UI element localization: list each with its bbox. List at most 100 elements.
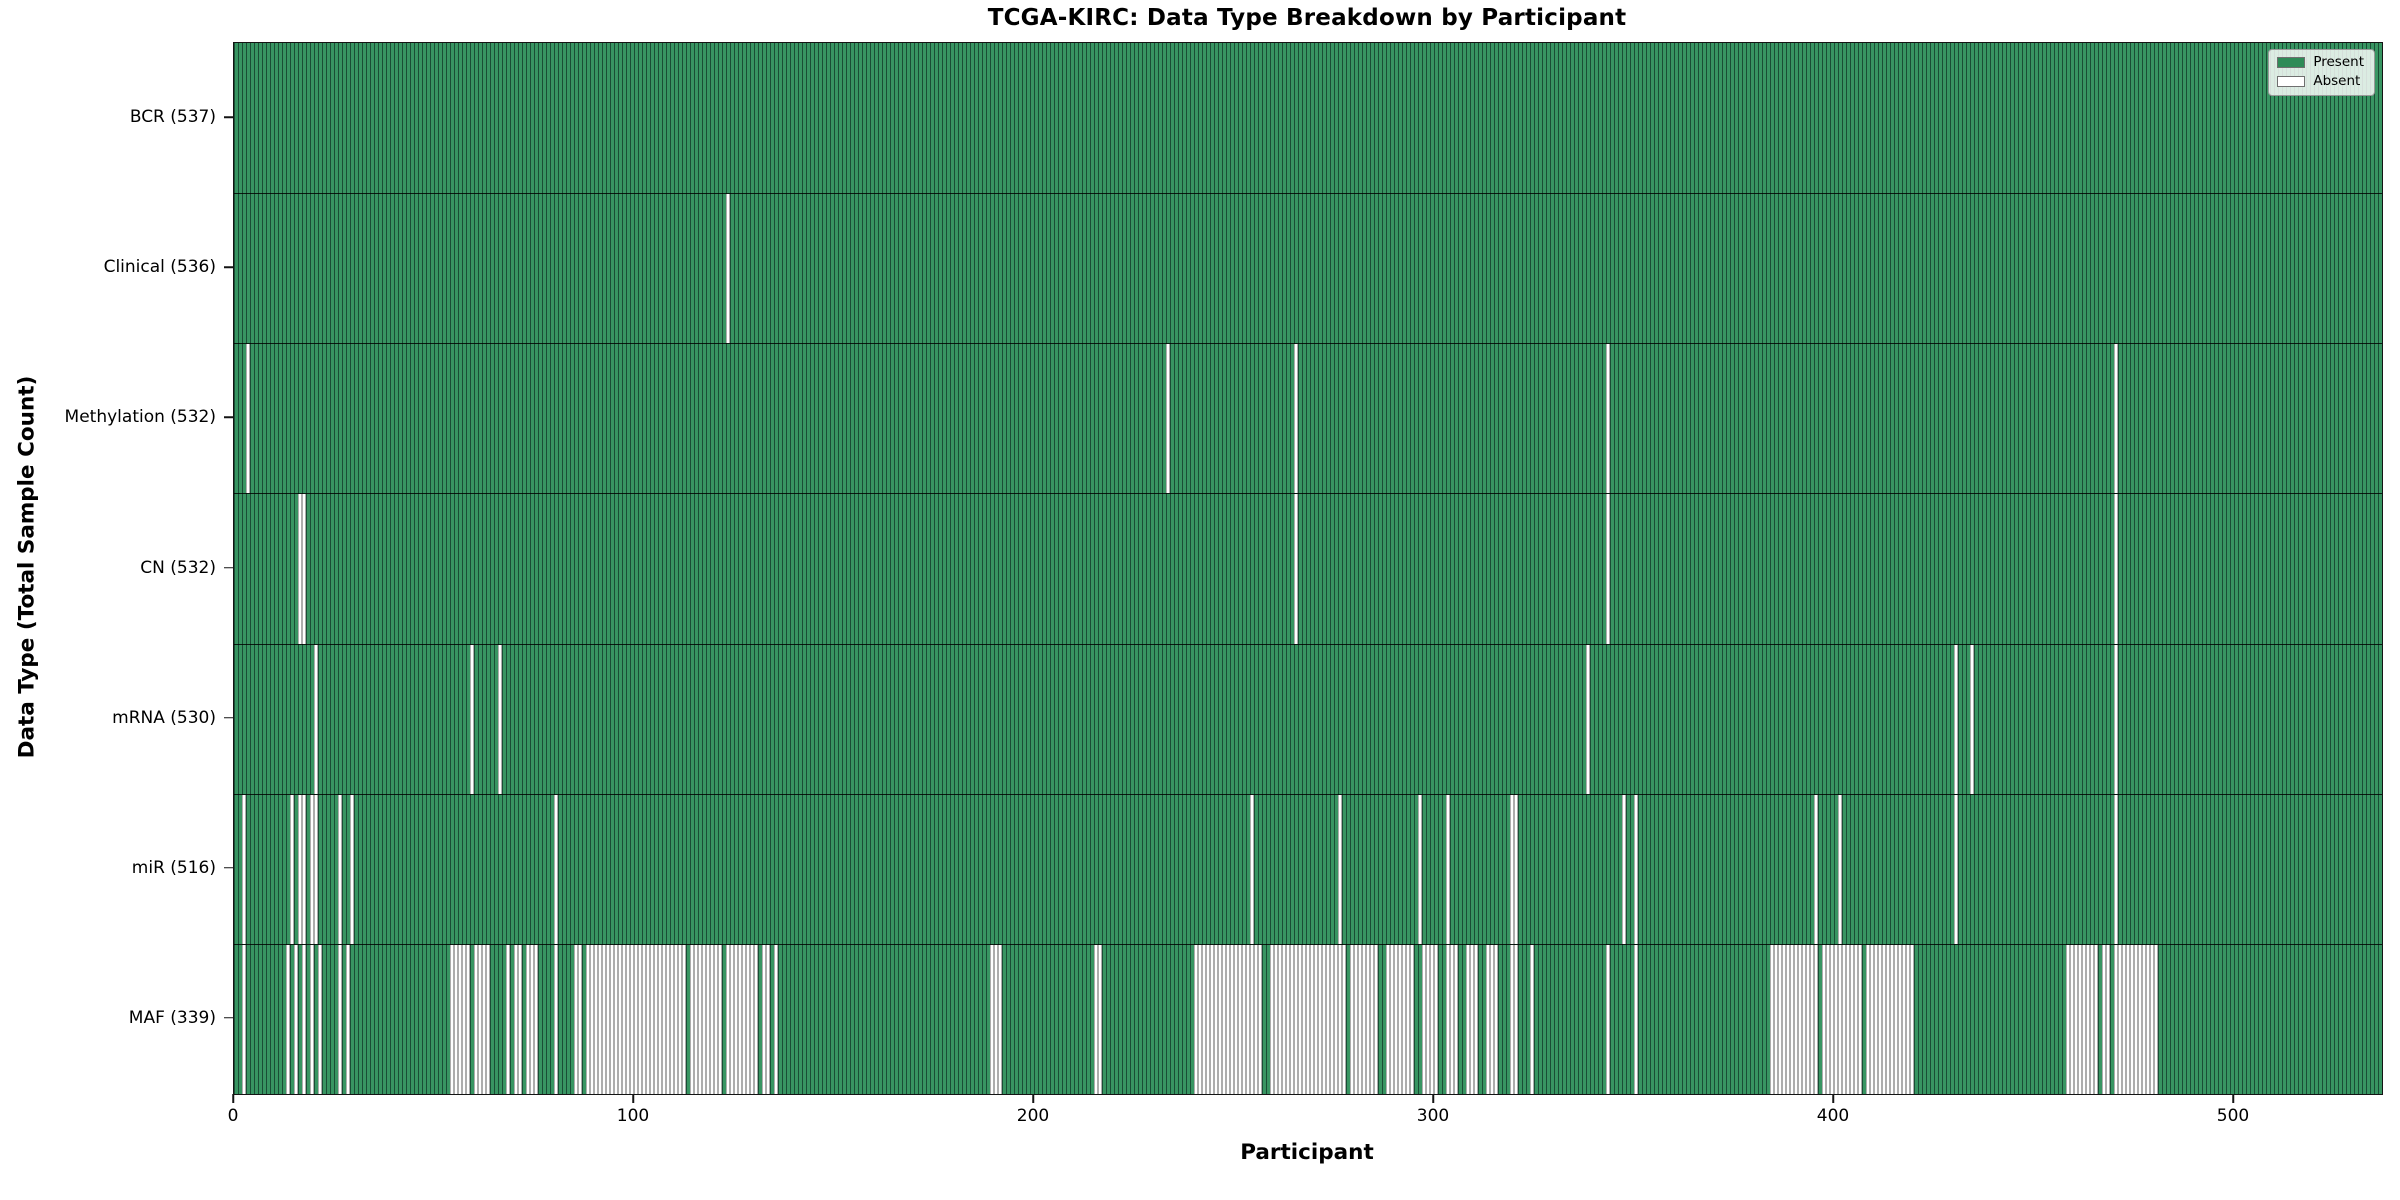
absent-bar bbox=[1274, 944, 1278, 1094]
y-tick-label: BCR (537) bbox=[129, 107, 216, 128]
legend: Present Absent bbox=[2268, 49, 2375, 96]
absent-bar bbox=[498, 644, 502, 794]
absent-bar bbox=[318, 944, 322, 1094]
absent-bar bbox=[1206, 944, 1210, 1094]
absent-bar bbox=[1426, 944, 1430, 1094]
absent-bar bbox=[726, 944, 730, 1094]
absent-bar bbox=[1494, 944, 1498, 1094]
absent-bar bbox=[1298, 944, 1302, 1094]
absent-bar bbox=[286, 944, 290, 1094]
absent-bar bbox=[654, 944, 658, 1094]
absent-bar bbox=[726, 194, 730, 344]
legend-item-present: Present bbox=[2277, 54, 2364, 70]
absent-bar bbox=[530, 944, 534, 1094]
absent-bar bbox=[1606, 344, 1610, 494]
absent-bar bbox=[1870, 944, 1874, 1094]
absent-bar bbox=[1910, 944, 1914, 1094]
absent-bar bbox=[1286, 944, 1290, 1094]
absent-bar bbox=[474, 944, 478, 1094]
absent-bar bbox=[1466, 944, 1470, 1094]
absent-bar bbox=[1402, 944, 1406, 1094]
absent-bar bbox=[1622, 794, 1626, 944]
absent-bar bbox=[1410, 944, 1414, 1094]
absent-bar bbox=[1774, 944, 1778, 1094]
y-tick-mark bbox=[224, 566, 233, 569]
absent-bar bbox=[1902, 944, 1906, 1094]
absent-bar bbox=[2082, 944, 2086, 1094]
absent-bar bbox=[614, 944, 618, 1094]
absent-bar bbox=[1454, 944, 1458, 1094]
absent-bar bbox=[2066, 944, 2070, 1094]
absent-bar bbox=[994, 944, 998, 1094]
absent-bar bbox=[2130, 944, 2134, 1094]
absent-bar bbox=[1874, 944, 1878, 1094]
absent-bar bbox=[774, 944, 778, 1094]
absent-bar bbox=[1790, 944, 1794, 1094]
absent-bar bbox=[1514, 944, 1518, 1094]
absent-bar bbox=[730, 944, 734, 1094]
absent-bar bbox=[554, 794, 558, 944]
absent-bar bbox=[1326, 944, 1330, 1094]
x-tick-mark bbox=[232, 1094, 234, 1103]
y-tick-mark bbox=[224, 1017, 233, 1019]
absent-bar bbox=[1830, 944, 1834, 1094]
y-tick-mark bbox=[224, 716, 233, 719]
absent-bar bbox=[1446, 944, 1450, 1094]
absent-bar bbox=[2138, 944, 2142, 1094]
x-tick-label: 0 bbox=[227, 1106, 239, 1126]
y-tick-mark bbox=[224, 867, 233, 869]
absent-bar bbox=[2134, 944, 2138, 1094]
absent-bar bbox=[1786, 944, 1790, 1094]
absent-bar bbox=[1430, 944, 1434, 1094]
legend-present-label: Present bbox=[2313, 54, 2364, 70]
absent-bar bbox=[1878, 944, 1882, 1094]
y-tick-label: MAF (339) bbox=[128, 1007, 216, 1028]
absent-bar bbox=[1798, 944, 1802, 1094]
absent-bar bbox=[1294, 344, 1298, 494]
y-axis-ticks: BCR (537) Clinical (536) Methylation (532)… bbox=[0, 42, 233, 1093]
absent-bar bbox=[2150, 944, 2154, 1094]
absent-bar bbox=[1782, 944, 1786, 1094]
absent-bar bbox=[1234, 944, 1238, 1094]
absent-bar bbox=[514, 944, 518, 1094]
absent-bar bbox=[630, 944, 634, 1094]
x-tick-label: 200 bbox=[1016, 1106, 1050, 1126]
absent-bar bbox=[682, 944, 686, 1094]
absent-bar bbox=[1813, 794, 1818, 944]
absent-bar bbox=[1294, 494, 1298, 644]
x-axis-label: Participant bbox=[1240, 1140, 1374, 1165]
row-bcr bbox=[234, 43, 2382, 194]
absent-bar bbox=[246, 344, 250, 494]
absent-swatch bbox=[2277, 75, 2306, 87]
absent-bar bbox=[1246, 944, 1250, 1094]
x-tick-label: 100 bbox=[616, 1106, 650, 1126]
absent-bar bbox=[1338, 794, 1342, 944]
absent-bar bbox=[1394, 944, 1398, 1094]
row-clinical bbox=[234, 193, 2382, 344]
absent-bar bbox=[506, 944, 510, 1094]
absent-bar bbox=[754, 944, 758, 1094]
absent-bar bbox=[642, 944, 646, 1094]
absent-bar bbox=[482, 944, 486, 1094]
plot-area: Present Absent bbox=[233, 42, 2383, 1095]
absent-bar bbox=[241, 944, 246, 1094]
y-tick-mark bbox=[224, 266, 233, 268]
row-cn bbox=[234, 493, 2382, 644]
absent-bar bbox=[690, 944, 694, 1094]
absent-bar bbox=[1826, 944, 1830, 1094]
absent-bar bbox=[1270, 944, 1274, 1094]
absent-bar bbox=[1354, 944, 1358, 1094]
absent-bar bbox=[1970, 644, 1974, 794]
absent-bar bbox=[2106, 944, 2110, 1094]
absent-bar bbox=[1218, 944, 1222, 1094]
absent-bar bbox=[462, 944, 466, 1094]
x-tick-label: 400 bbox=[1816, 1106, 1850, 1126]
absent-bar bbox=[1258, 944, 1262, 1094]
absent-bar bbox=[241, 794, 246, 944]
absent-bar bbox=[302, 794, 306, 944]
absent-bar bbox=[2094, 944, 2098, 1094]
absent-bar bbox=[762, 944, 766, 1094]
absent-bar bbox=[310, 944, 314, 1094]
absent-bar bbox=[338, 944, 342, 1094]
absent-bar bbox=[2126, 944, 2130, 1094]
